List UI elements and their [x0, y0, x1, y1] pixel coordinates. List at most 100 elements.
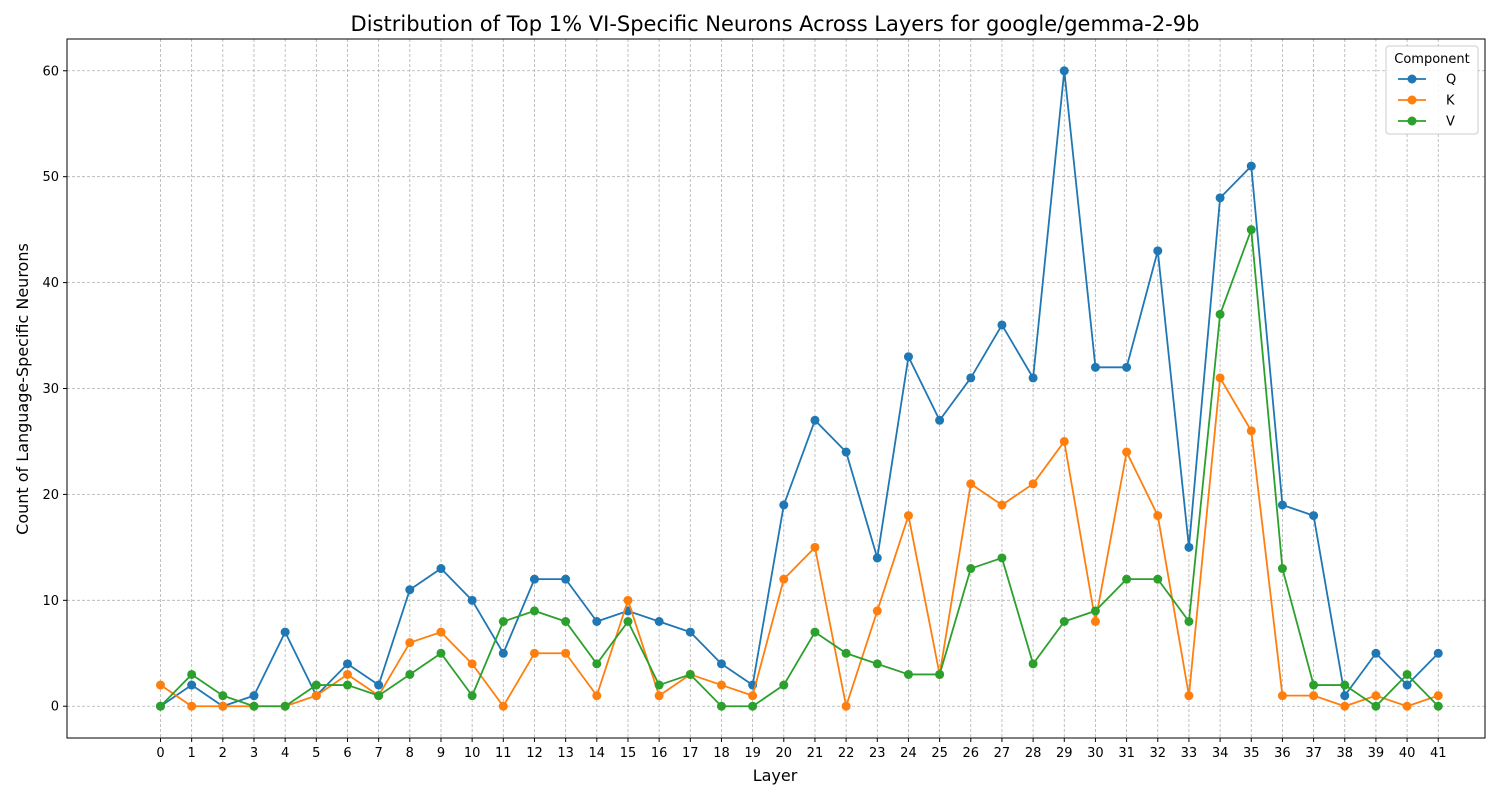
data-point-k: [1340, 701, 1350, 711]
y-tick-label: 30: [42, 382, 59, 397]
data-point-v: [1090, 606, 1100, 616]
x-tick-label: 13: [557, 746, 574, 761]
data-point-q: [685, 627, 695, 637]
x-tick-label: 35: [1243, 746, 1260, 761]
data-point-v: [498, 617, 508, 626]
y-axis-label: Count of Language-Specific Neurons: [13, 243, 32, 535]
x-tick-label: 15: [620, 746, 637, 761]
data-point-k: [218, 701, 228, 711]
x-tick-label: 30: [1087, 746, 1104, 761]
data-point-k: [1371, 691, 1381, 701]
data-point-v: [342, 680, 352, 690]
data-point-k: [1153, 511, 1163, 521]
data-point-q: [561, 574, 571, 584]
data-point-v: [623, 617, 633, 626]
data-point-q: [1402, 680, 1412, 690]
data-point-k: [1090, 617, 1100, 626]
data-point-v: [218, 691, 228, 701]
data-point-q: [1059, 66, 1069, 76]
data-point-v: [1277, 564, 1287, 574]
data-point-v: [1153, 574, 1163, 584]
data-point-k: [592, 691, 602, 701]
x-tick-label: 17: [682, 746, 699, 761]
data-point-v: [685, 669, 695, 679]
y-tick-label: 20: [42, 488, 59, 503]
x-tick-label: 32: [1149, 746, 1166, 761]
x-axis-label: Layer: [753, 766, 798, 785]
x-tick-label: 26: [963, 746, 980, 761]
data-point-k: [1246, 426, 1256, 436]
data-point-q: [1090, 362, 1100, 372]
data-point-q: [903, 352, 913, 362]
x-tick-label: 24: [900, 746, 917, 761]
legend-label-q: Q: [1446, 73, 1456, 88]
data-point-k: [1122, 447, 1132, 457]
data-point-v: [467, 691, 477, 701]
data-point-k: [405, 638, 415, 648]
legend-entry-q: Q: [1398, 73, 1456, 88]
data-point-v: [935, 669, 945, 679]
x-tick-label: 21: [807, 746, 824, 761]
x-tick-label: 7: [375, 746, 383, 761]
data-point-k: [779, 574, 789, 584]
data-point-q: [841, 447, 851, 457]
data-point-v: [187, 669, 197, 679]
x-tick-label: 8: [406, 746, 414, 761]
data-point-v: [280, 701, 290, 711]
data-point-k: [1277, 691, 1287, 701]
data-point-v: [997, 553, 1007, 563]
data-point-k: [1402, 701, 1412, 711]
data-point-k: [1059, 436, 1069, 446]
x-tick-label: 10: [464, 746, 481, 761]
data-point-k: [498, 701, 508, 711]
x-tick-label: 29: [1056, 746, 1073, 761]
series-line-q: [159, 69, 1439, 708]
data-point-k: [1215, 373, 1225, 383]
chart-title: Distribution of Top 1% VI-Specific Neuro…: [351, 12, 1200, 36]
legend-items: QKV: [1398, 73, 1456, 130]
data-point-k: [436, 627, 446, 637]
legend-entry-k: K: [1398, 94, 1455, 109]
x-tick-label: 27: [994, 746, 1011, 761]
y-tick-label: 0: [51, 700, 59, 715]
legend-marker-q: [1407, 74, 1417, 84]
data-point-v: [374, 691, 384, 701]
data-point-k: [623, 595, 633, 605]
data-point-q: [1122, 362, 1132, 372]
data-point-v: [1122, 574, 1132, 584]
data-point-v: [1433, 701, 1443, 711]
x-tick-label: 33: [1181, 746, 1198, 761]
data-point-q: [935, 415, 945, 425]
data-point-q: [779, 500, 789, 510]
data-point-q: [342, 659, 352, 669]
x-tick-label: 14: [589, 746, 606, 761]
data-point-v: [748, 701, 758, 711]
data-point-q: [654, 617, 664, 626]
axis-ticks: 0 1 2 3 4 5 6 7 8 9 10 11 12 13 14 15 16 17 18 19 20 21 22 23 24…: [42, 64, 1446, 761]
data-point-k: [997, 500, 1007, 510]
x-tick-label: 6: [343, 746, 351, 761]
data-point-v: [872, 659, 882, 669]
data-point-q: [1246, 161, 1256, 171]
data-point-k: [155, 680, 165, 690]
data-point-k: [561, 648, 571, 658]
x-tick-label: 0: [156, 746, 164, 761]
x-tick-label: 18: [713, 746, 730, 761]
x-tick-label: 25: [931, 746, 948, 761]
x-tick-label: 19: [744, 746, 761, 761]
data-point-v: [841, 648, 851, 658]
x-tick-label: 4: [281, 746, 289, 761]
x-tick-label: 31: [1118, 746, 1135, 761]
data-point-q: [1184, 542, 1194, 552]
series-v: [155, 225, 1443, 711]
legend-marker-k: [1407, 95, 1417, 105]
x-tick-label: 36: [1274, 746, 1291, 761]
x-tick-label: 1: [188, 746, 196, 761]
data-point-v: [779, 680, 789, 690]
x-tick-label: 2: [219, 746, 227, 761]
data-point-q: [1215, 193, 1225, 203]
data-point-k: [716, 680, 726, 690]
data-point-v: [1309, 680, 1319, 690]
